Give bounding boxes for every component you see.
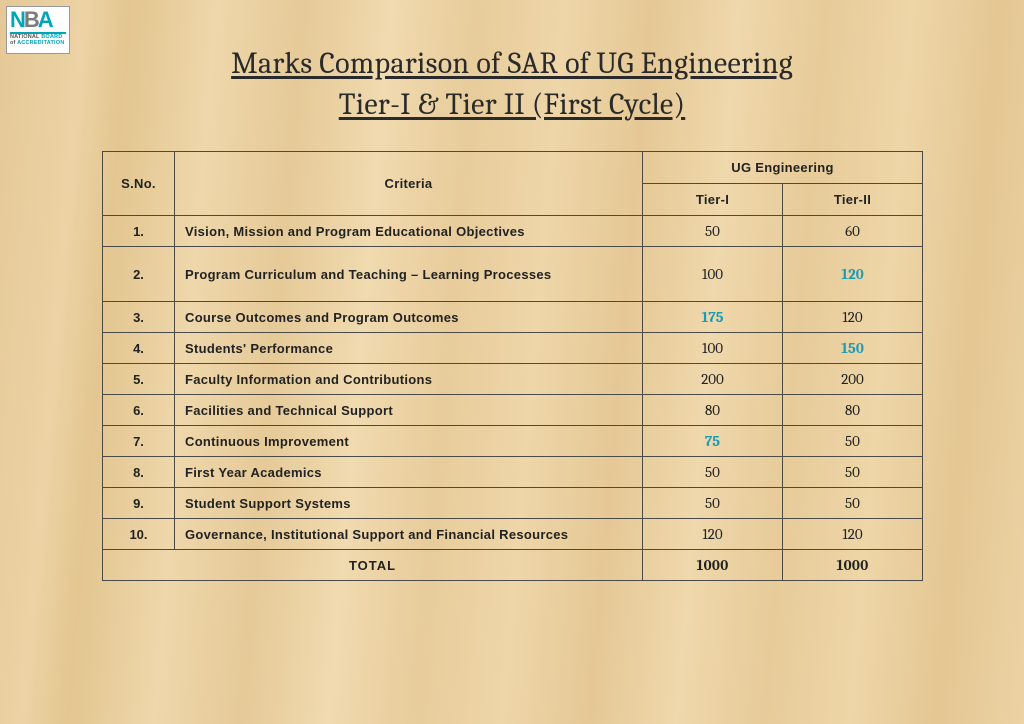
cell-tier1: 200	[643, 364, 783, 395]
cell-total-tier2: 1000	[783, 550, 923, 581]
header-criteria: Criteria	[175, 152, 643, 216]
cell-tier2: 80	[783, 395, 923, 426]
table-body: 1.Vision, Mission and Program Educationa…	[103, 216, 923, 581]
table-row: 7.Continuous Improvement7550	[103, 426, 923, 457]
cell-sno: 1.	[103, 216, 175, 247]
cell-tier1: 50	[643, 457, 783, 488]
table-row: 3.Course Outcomes and Program Outcomes17…	[103, 302, 923, 333]
cell-tier2: 50	[783, 488, 923, 519]
cell-criteria: Continuous Improvement	[175, 426, 643, 457]
cell-tier1: 75	[643, 426, 783, 457]
table-row: 2.Program Curriculum and Teaching – Lear…	[103, 247, 923, 302]
logo-subtext: NATIONAL BOARD of ACCREDITATION	[10, 35, 66, 46]
cell-sno: 7.	[103, 426, 175, 457]
title-line-1: Marks Comparison of SAR of UG Engineerin…	[231, 46, 793, 81]
cell-total-label: TOTAL	[103, 550, 643, 581]
table-row: 6.Facilities and Technical Support8080	[103, 395, 923, 426]
logo-acronym: NBA	[10, 9, 66, 31]
cell-criteria: Course Outcomes and Program Outcomes	[175, 302, 643, 333]
title-line-2: Tier-I & Tier II (First Cycle)	[339, 87, 685, 122]
table-header: S.No. Criteria UG Engineering Tier-I Tie…	[103, 152, 923, 216]
cell-tier2: 120	[783, 302, 923, 333]
cell-sno: 6.	[103, 395, 175, 426]
cell-sno: 4.	[103, 333, 175, 364]
cell-sno: 5.	[103, 364, 175, 395]
table-total-row: TOTAL10001000	[103, 550, 923, 581]
comparison-table-wrap: S.No. Criteria UG Engineering Tier-I Tie…	[102, 151, 922, 581]
cell-tier1: 80	[643, 395, 783, 426]
cell-tier1: 120	[643, 519, 783, 550]
cell-criteria: Student Support Systems	[175, 488, 643, 519]
cell-sno: 8.	[103, 457, 175, 488]
cell-criteria: Program Curriculum and Teaching – Learni…	[175, 247, 643, 302]
cell-sno: 3.	[103, 302, 175, 333]
cell-tier2: 50	[783, 426, 923, 457]
header-tier2: Tier-II	[783, 184, 923, 216]
cell-tier1: 50	[643, 488, 783, 519]
table-row: 5.Faculty Information and Contributions2…	[103, 364, 923, 395]
cell-sno: 9.	[103, 488, 175, 519]
comparison-table: S.No. Criteria UG Engineering Tier-I Tie…	[102, 151, 923, 581]
table-row: 9.Student Support Systems5050	[103, 488, 923, 519]
table-row: 4.Students' Performance100150	[103, 333, 923, 364]
cell-tier1: 175	[643, 302, 783, 333]
cell-tier1: 100	[643, 247, 783, 302]
cell-tier1: 50	[643, 216, 783, 247]
cell-tier2: 120	[783, 519, 923, 550]
cell-tier2: 50	[783, 457, 923, 488]
header-ug-group: UG Engineering	[643, 152, 923, 184]
cell-tier2: 200	[783, 364, 923, 395]
cell-criteria: Facilities and Technical Support	[175, 395, 643, 426]
cell-criteria: Governance, Institutional Support and Fi…	[175, 519, 643, 550]
cell-sno: 10.	[103, 519, 175, 550]
table-row: 1.Vision, Mission and Program Educationa…	[103, 216, 923, 247]
cell-criteria: First Year Academics	[175, 457, 643, 488]
table-row: 10.Governance, Institutional Support and…	[103, 519, 923, 550]
cell-tier1: 100	[643, 333, 783, 364]
cell-criteria: Vision, Mission and Program Educational …	[175, 216, 643, 247]
cell-criteria: Students' Performance	[175, 333, 643, 364]
cell-sno: 2.	[103, 247, 175, 302]
cell-total-tier1: 1000	[643, 550, 783, 581]
header-sno: S.No.	[103, 152, 175, 216]
cell-tier2: 60	[783, 216, 923, 247]
header-tier1: Tier-I	[643, 184, 783, 216]
cell-criteria: Faculty Information and Contributions	[175, 364, 643, 395]
nba-logo: NBA NATIONAL BOARD of ACCREDITATION	[6, 6, 70, 54]
table-row: 8.First Year Academics5050	[103, 457, 923, 488]
cell-tier2: 150	[783, 333, 923, 364]
page-title: Marks Comparison of SAR of UG Engineerin…	[0, 0, 1024, 125]
cell-tier2: 120	[783, 247, 923, 302]
